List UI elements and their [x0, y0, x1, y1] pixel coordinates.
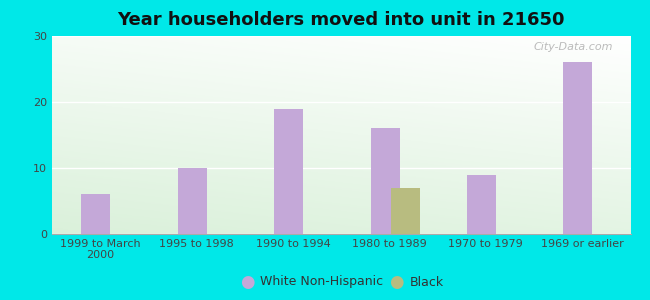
- Bar: [370, 128, 400, 234]
- Text: ●: ●: [389, 273, 404, 291]
- Text: Black: Black: [410, 275, 443, 289]
- Text: White Non-Hispanic: White Non-Hispanic: [260, 275, 383, 289]
- Bar: [178, 168, 207, 234]
- Bar: [274, 109, 303, 234]
- Title: Year householders moved into unit in 21650: Year householders moved into unit in 216…: [118, 11, 565, 29]
- Bar: [467, 175, 496, 234]
- Bar: [81, 194, 110, 234]
- Text: City-Data.com: City-Data.com: [534, 42, 613, 52]
- Text: ●: ●: [240, 273, 254, 291]
- Bar: [391, 188, 420, 234]
- Bar: [564, 62, 592, 234]
